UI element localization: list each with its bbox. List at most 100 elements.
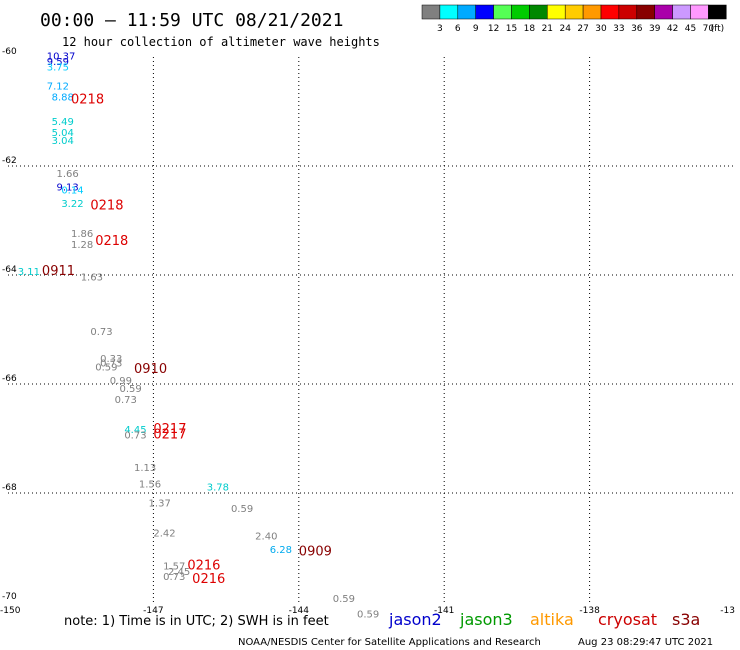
wave-height-label: 0.73 <box>90 327 112 338</box>
colorbar-label: 21 <box>542 24 553 34</box>
x-tick-label: -138 <box>579 606 600 616</box>
wave-height-label: 0.59 <box>231 504 253 515</box>
wave-height-label: 0.59 <box>95 362 117 373</box>
colorbar: 3 6 9 12 15 18 21 24 27 30 33 36 39 42 45 70(ft) <box>421 4 727 34</box>
pass-time-label: 0216 <box>192 572 225 587</box>
colorbar-label: 9 <box>473 24 479 34</box>
pass-time-label: 0910 <box>134 362 167 377</box>
wave-height-label: 3.04 <box>52 136 74 147</box>
legend-altika: altika <box>530 610 574 629</box>
colorbar-swatch <box>708 4 727 20</box>
colorbar-swatch <box>529 4 548 20</box>
colorbar-swatch <box>654 4 673 20</box>
wave-height-label: 2.45 <box>168 567 190 578</box>
wave-height-label: 0.14 <box>61 185 83 196</box>
legend-cryosat: cryosat <box>598 610 657 629</box>
colorbar-label: 45 <box>685 24 696 34</box>
wave-height-label: 0.73 <box>163 572 185 583</box>
legend-jason2: jason2 <box>388 610 442 629</box>
wave-height-label: 1.56 <box>139 480 161 491</box>
wave-height-label: 0.73 <box>100 359 122 370</box>
wave-height-label: 0.73 <box>115 395 137 406</box>
wave-height-label: 6.28 <box>270 545 292 556</box>
wave-height-label: 2.42 <box>153 529 175 540</box>
y-tick-label: -70 <box>2 592 17 602</box>
wave-height-label: 1.57 <box>163 561 185 572</box>
wave-height-label: 3.22 <box>61 199 83 210</box>
wave-height-label: 4.45 <box>124 425 146 436</box>
chart-title: 00:00 – 11:59 UTC 08/21/2021 <box>40 10 343 31</box>
y-tick-label: -66 <box>2 374 17 384</box>
wave-height-label: 0.59 <box>357 609 379 620</box>
colorbar-swatch <box>690 4 709 20</box>
wave-height-label: 3.75 <box>47 63 69 74</box>
wave-height-label: 1.86 <box>71 229 93 240</box>
pass-time-label: 0218 <box>90 199 123 214</box>
wave-height-label: 0.59 <box>119 384 141 395</box>
data-points: 10.379.593.75 7.128.88 5.495.043.04 1.66 9.1… <box>18 52 380 621</box>
legend-jason3: jason3 <box>459 610 513 629</box>
axes: -60 -62 -64 -66 -68 -70 -150 -147 -144 -141 -138 -1… <box>0 47 735 616</box>
colorbar-swatch <box>511 4 530 20</box>
legend: jason2 jason3 altika cryosat s3a <box>388 610 700 629</box>
colorbar-label: 36 <box>631 24 643 34</box>
colorbar-swatch <box>618 4 638 20</box>
colorbar-swatch <box>547 4 566 20</box>
x-tick-label: -141 <box>434 606 454 616</box>
y-tick-label: -62 <box>2 156 17 166</box>
pass-time-label: 0909 <box>299 545 332 560</box>
colorbar-label: 6 <box>455 24 461 34</box>
y-tick-label: -60 <box>2 47 17 57</box>
colorbar-label: 30 <box>595 24 607 34</box>
wave-height-label: 5.49 <box>52 117 74 128</box>
wave-height-label: 5.04 <box>52 128 74 139</box>
colorbar-label: 15 <box>506 24 517 34</box>
colorbar-label: 3 <box>437 24 443 34</box>
colorbar-label: (ft) <box>711 24 725 34</box>
wave-height-label: 1.63 <box>81 272 103 283</box>
pass-time-label: 0217 <box>153 422 186 437</box>
note-text: note: 1) Time is in UTC; 2) SWH is in fe… <box>64 614 329 629</box>
y-tick-label: -64 <box>2 265 17 275</box>
colorbar-label: 33 <box>613 24 624 34</box>
wave-height-label: 0.73 <box>124 431 146 442</box>
x-tick-label: -147 <box>143 606 163 616</box>
x-tick-label: -144 <box>289 606 310 616</box>
colorbar-label: 70 <box>703 24 715 34</box>
wave-height-label: 1.28 <box>71 240 93 251</box>
colorbar-swatch <box>636 4 655 20</box>
wave-height-label: 1.66 <box>56 169 78 180</box>
colorbar-swatch <box>564 4 584 20</box>
pass-time-label: 0217 <box>153 428 186 443</box>
wave-height-label: 3.78 <box>207 482 229 493</box>
wave-height-label: 0.59 <box>333 594 355 605</box>
colorbar-label: 42 <box>667 24 678 34</box>
credit-right: Aug 23 08:29:47 UTC 2021 <box>578 637 713 648</box>
colorbar-label: 24 <box>559 24 571 34</box>
colorbar-swatch <box>493 4 512 20</box>
colorbar-swatch <box>672 4 691 20</box>
chart-subtitle: 12 hour collection of altimeter wave hei… <box>62 35 380 49</box>
colorbar-swatch <box>582 4 602 20</box>
wave-height-label: 0.99 <box>110 376 132 387</box>
colorbar-swatch <box>600 4 620 20</box>
colorbar-swatch <box>421 4 441 20</box>
pass-time-label: 0911 <box>42 264 75 279</box>
pass-time-label: 0216 <box>187 558 220 573</box>
wave-height-label: 9.13 <box>56 183 78 194</box>
colorbar-label: 27 <box>577 24 588 34</box>
credit-left: NOAA/NESDIS Center for Satellite Applica… <box>238 637 541 648</box>
grid-lines <box>8 57 735 602</box>
x-tick-label: -13 <box>720 606 735 616</box>
wave-height-label: 9.59 <box>47 57 69 68</box>
wave-height-label: 10.37 <box>47 52 76 63</box>
wave-height-label: 3.11 <box>18 267 40 278</box>
pass-time-label: 0218 <box>95 234 128 249</box>
wave-height-label: 2.40 <box>255 531 277 542</box>
wave-height-label: 8.88 <box>52 93 74 104</box>
colorbar-label: 12 <box>488 24 499 34</box>
colorbar-label: 18 <box>524 24 536 34</box>
wave-height-label: 7.12 <box>47 82 69 93</box>
